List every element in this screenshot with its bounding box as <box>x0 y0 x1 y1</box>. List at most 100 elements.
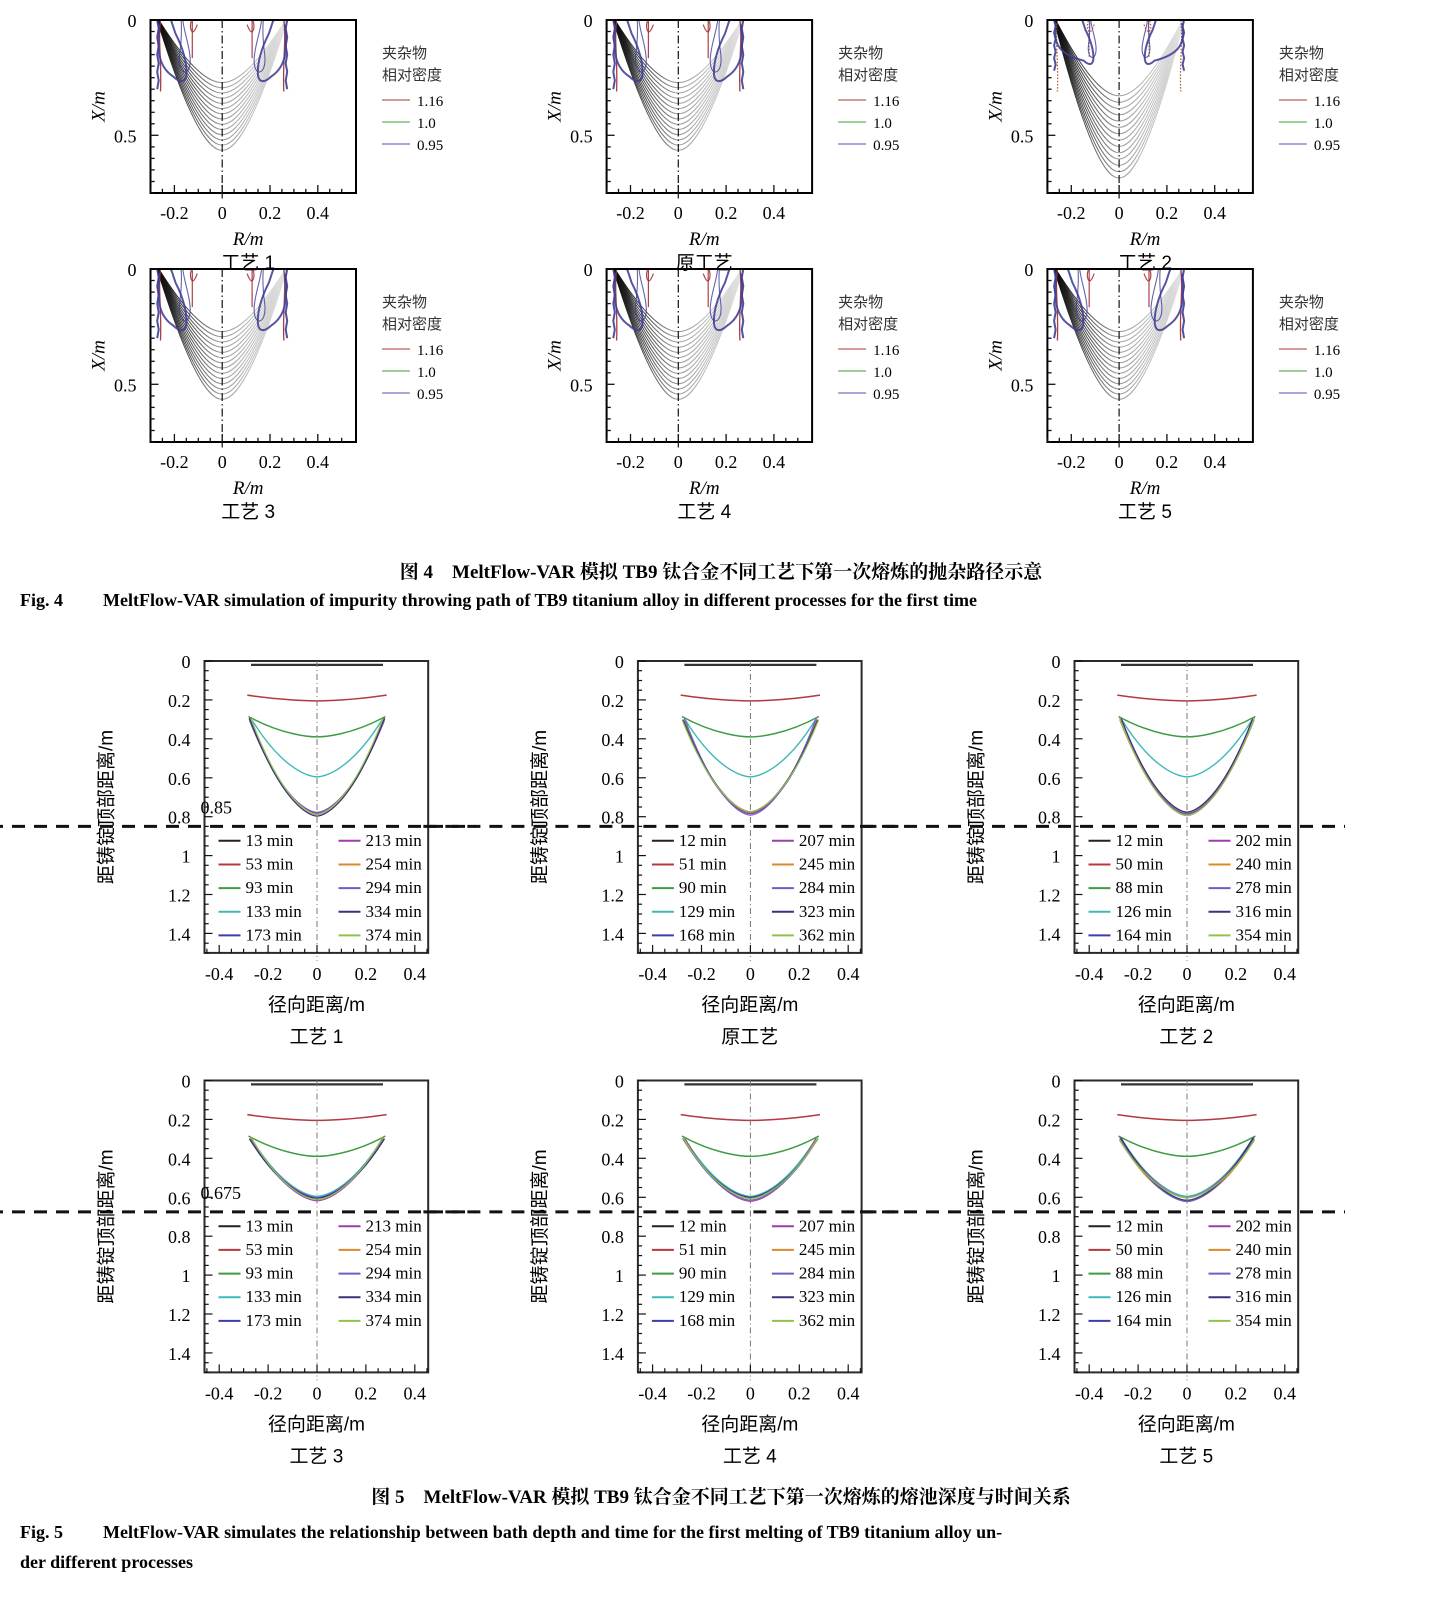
svg-text:工艺 4: 工艺 4 <box>677 501 731 523</box>
svg-text:工艺 1: 工艺 1 <box>221 252 275 274</box>
svg-text:-0.2: -0.2 <box>616 452 645 472</box>
svg-text:0.8: 0.8 <box>168 1227 191 1247</box>
svg-text:0.4: 0.4 <box>1203 452 1226 472</box>
svg-text:0.4: 0.4 <box>837 964 860 984</box>
svg-text:93 min: 93 min <box>246 878 294 897</box>
svg-text:0.2: 0.2 <box>788 964 811 984</box>
svg-text:0.8: 0.8 <box>1038 1227 1061 1247</box>
svg-text:53 min: 53 min <box>246 855 294 874</box>
svg-text:0.4: 0.4 <box>168 1149 191 1169</box>
svg-text:-0.2: -0.2 <box>160 203 189 223</box>
svg-text:1.16: 1.16 <box>873 94 900 110</box>
svg-text:距铸锭顶部距离/m: 距铸锭顶部距离/m <box>966 1149 988 1303</box>
svg-text:图 4 MeltFlow-VAR 模拟 TB9 钛合金不同: 图 4 MeltFlow-VAR 模拟 TB9 钛合金不同工艺下第一次熔炼的抛杂… <box>400 560 1043 583</box>
svg-text:0.8: 0.8 <box>601 1227 624 1247</box>
svg-text:夹杂物: 夹杂物 <box>838 45 883 62</box>
svg-text:工艺 2: 工艺 2 <box>1118 252 1172 274</box>
svg-text:0.5: 0.5 <box>1011 375 1034 395</box>
svg-text:-0.2: -0.2 <box>160 452 189 472</box>
svg-text:1.4: 1.4 <box>168 1344 191 1364</box>
svg-text:1: 1 <box>182 1266 191 1286</box>
svg-text:374 min: 374 min <box>366 925 423 944</box>
svg-text:294 min: 294 min <box>366 1264 423 1283</box>
svg-text:0.6: 0.6 <box>601 769 624 789</box>
svg-text:-0.2: -0.2 <box>1057 452 1086 472</box>
svg-text:工艺 2: 工艺 2 <box>1159 1026 1213 1048</box>
svg-text:0: 0 <box>615 1072 624 1092</box>
svg-text:距铸锭顶部距离/m: 距铸锭顶部距离/m <box>529 1149 551 1303</box>
svg-text:1.16: 1.16 <box>1314 343 1341 359</box>
svg-text:278 min: 278 min <box>1236 1264 1293 1283</box>
svg-text:316 min: 316 min <box>1236 902 1293 921</box>
svg-text:-0.2: -0.2 <box>687 964 716 984</box>
svg-text:213 min: 213 min <box>366 1216 423 1235</box>
svg-text:-0.2: -0.2 <box>616 203 645 223</box>
svg-text:相对密度: 相对密度 <box>382 67 442 84</box>
svg-text:88 min: 88 min <box>1116 878 1164 897</box>
svg-text:168 min: 168 min <box>679 1311 736 1330</box>
svg-text:X/m: X/m <box>545 91 566 123</box>
svg-text:工艺 5: 工艺 5 <box>1159 1445 1213 1467</box>
svg-text:0.95: 0.95 <box>1314 138 1340 154</box>
svg-text:0: 0 <box>182 1072 191 1092</box>
svg-text:相对密度: 相对密度 <box>838 67 898 84</box>
svg-text:0.4: 0.4 <box>1274 1383 1297 1403</box>
svg-text:0: 0 <box>313 1383 322 1403</box>
svg-text:207 min: 207 min <box>799 831 856 850</box>
svg-text:0.2: 0.2 <box>1225 1383 1248 1403</box>
svg-text:202 min: 202 min <box>1236 831 1293 850</box>
svg-text:284 min: 284 min <box>799 1264 856 1283</box>
svg-text:夹杂物: 夹杂物 <box>382 45 427 62</box>
svg-text:254 min: 254 min <box>366 1240 423 1259</box>
svg-text:-0.4: -0.4 <box>638 1383 667 1403</box>
svg-text:相对密度: 相对密度 <box>1279 67 1339 84</box>
svg-text:0.2: 0.2 <box>715 203 738 223</box>
svg-text:Fig. 4: Fig. 4 <box>20 590 63 610</box>
svg-text:164 min: 164 min <box>1116 925 1173 944</box>
svg-text:0: 0 <box>1115 452 1124 472</box>
svg-text:MeltFlow-VAR simulation of imp: MeltFlow-VAR simulation of impurity thro… <box>103 590 977 610</box>
svg-text:0: 0 <box>584 260 593 280</box>
svg-text:213 min: 213 min <box>366 831 423 850</box>
svg-text:323 min: 323 min <box>799 1287 856 1306</box>
svg-text:13 min: 13 min <box>246 831 294 850</box>
svg-text:1.2: 1.2 <box>168 886 191 906</box>
svg-text:-0.2: -0.2 <box>687 1383 716 1403</box>
svg-text:0: 0 <box>615 652 624 672</box>
svg-text:374 min: 374 min <box>366 1311 423 1330</box>
svg-text:MeltFlow-VAR simulates the rel: MeltFlow-VAR simulates the relationship … <box>103 1522 1002 1542</box>
svg-text:0.95: 0.95 <box>417 387 443 403</box>
svg-text:-0.4: -0.4 <box>205 1383 234 1403</box>
svg-text:0.6: 0.6 <box>168 769 191 789</box>
svg-text:1.4: 1.4 <box>1038 924 1061 944</box>
svg-text:R/m: R/m <box>232 478 264 499</box>
svg-text:0: 0 <box>1052 1072 1061 1092</box>
svg-text:径向距离/m: 径向距离/m <box>1138 1413 1235 1435</box>
svg-text:图 5 MeltFlow-VAR 模拟 TB9 钛合金不同: 图 5 MeltFlow-VAR 模拟 TB9 钛合金不同工艺下第一次熔炼的熔池… <box>371 1485 1071 1508</box>
svg-text:1.4: 1.4 <box>601 924 624 944</box>
svg-text:0.4: 0.4 <box>601 730 624 750</box>
svg-text:0: 0 <box>1183 964 1192 984</box>
svg-text:13 min: 13 min <box>246 1216 294 1235</box>
svg-text:173 min: 173 min <box>246 1311 303 1330</box>
svg-text:0.2: 0.2 <box>715 452 738 472</box>
svg-text:1: 1 <box>1052 847 1061 867</box>
svg-text:0: 0 <box>1115 203 1124 223</box>
svg-text:334 min: 334 min <box>366 902 423 921</box>
svg-text:X/m: X/m <box>89 340 110 372</box>
svg-text:240 min: 240 min <box>1236 855 1293 874</box>
svg-text:1.0: 1.0 <box>873 365 892 381</box>
svg-text:X/m: X/m <box>985 91 1006 123</box>
svg-text:径向距离/m: 径向距离/m <box>701 1413 798 1435</box>
svg-text:168 min: 168 min <box>679 925 736 944</box>
svg-text:径向距离/m: 径向距离/m <box>1138 994 1235 1016</box>
svg-text:R/m: R/m <box>1129 478 1161 499</box>
svg-text:0.2: 0.2 <box>259 452 282 472</box>
svg-text:278 min: 278 min <box>1236 878 1293 897</box>
svg-text:R/m: R/m <box>688 229 720 250</box>
svg-text:51 min: 51 min <box>679 1240 727 1259</box>
svg-text:12 min: 12 min <box>679 1216 727 1235</box>
svg-text:0.95: 0.95 <box>1314 387 1340 403</box>
svg-text:夹杂物: 夹杂物 <box>382 294 427 311</box>
svg-text:0: 0 <box>674 452 683 472</box>
